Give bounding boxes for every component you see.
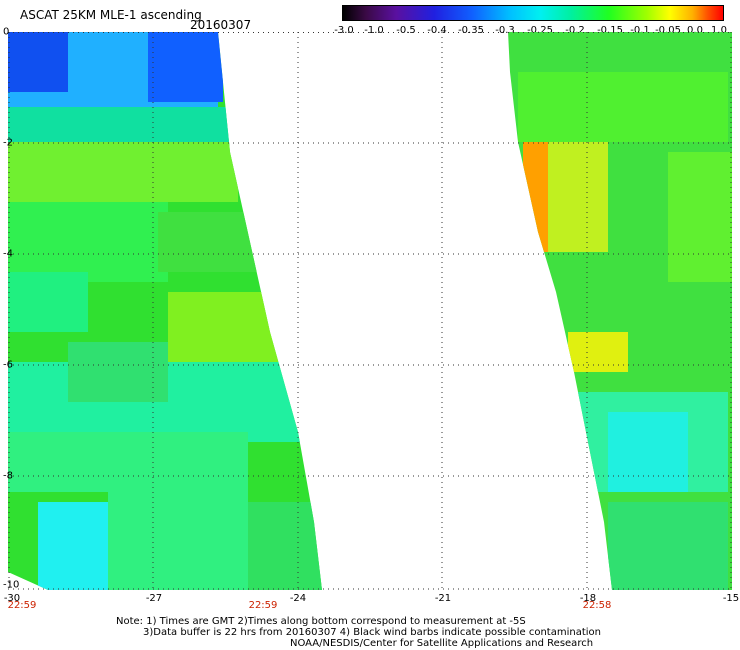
lat-label: -8	[3, 470, 13, 482]
map-date: 20160307	[190, 18, 252, 32]
lat-label: -10	[3, 579, 20, 591]
lon-label: -15	[722, 593, 740, 604]
map-area	[8, 32, 732, 590]
pass-time: 22:58	[582, 600, 612, 611]
colorbar-tick: -0.25	[527, 25, 553, 36]
colorbar-tick: -0.1	[630, 25, 650, 36]
lon-label: -30	[3, 593, 21, 604]
lat-label: -2	[3, 137, 13, 149]
map-grid	[8, 32, 732, 590]
map-svg	[8, 32, 732, 590]
colorbar-tick: 0.0	[687, 25, 703, 36]
colorbar-tick: -0.3	[495, 25, 515, 36]
colorbar-labels: -3.0 -1.0 -0.5 -0.4 -0.35 -0.3 -0.25 -0.…	[0, 25, 740, 39]
colorbar-tick: 1.0	[711, 25, 727, 36]
note-line-1: Note: 1) Times are GMT 2)Times along bot…	[116, 616, 526, 627]
colorbar-tick: -0.05	[655, 25, 681, 36]
pass-time: 22:59	[248, 600, 278, 611]
swath-left	[8, 32, 322, 590]
note-line-3: NOAA/NESDIS/Center for Satellite Applica…	[290, 638, 594, 649]
note-line-2: 3)Data buffer is 22 hrs from 20160307 4)…	[143, 627, 601, 638]
lat-label: -4	[3, 248, 13, 260]
lon-label: -21	[434, 593, 452, 604]
map-title: ASCAT 25KM MLE-1 ascending	[20, 8, 202, 22]
colorbar-tick: -3.0	[334, 25, 354, 36]
colorbar	[342, 5, 724, 21]
swath-right	[508, 32, 732, 590]
lat-label: 0	[3, 26, 10, 38]
colorbar-tick: -0.15	[597, 25, 623, 36]
lon-label: -24	[289, 593, 307, 604]
pass-time: 22:59	[7, 600, 37, 611]
colorbar-tick: -0.35	[458, 25, 484, 36]
colorbar-tick: -1.0	[364, 25, 384, 36]
lon-label: -27	[145, 593, 163, 604]
lat-label: -6	[3, 359, 13, 371]
colorbar-tick: -0.5	[396, 25, 416, 36]
colorbar-tick: -0.4	[427, 25, 447, 36]
colorbar-tick: -0.2	[565, 25, 585, 36]
lon-label: -18	[579, 593, 597, 604]
